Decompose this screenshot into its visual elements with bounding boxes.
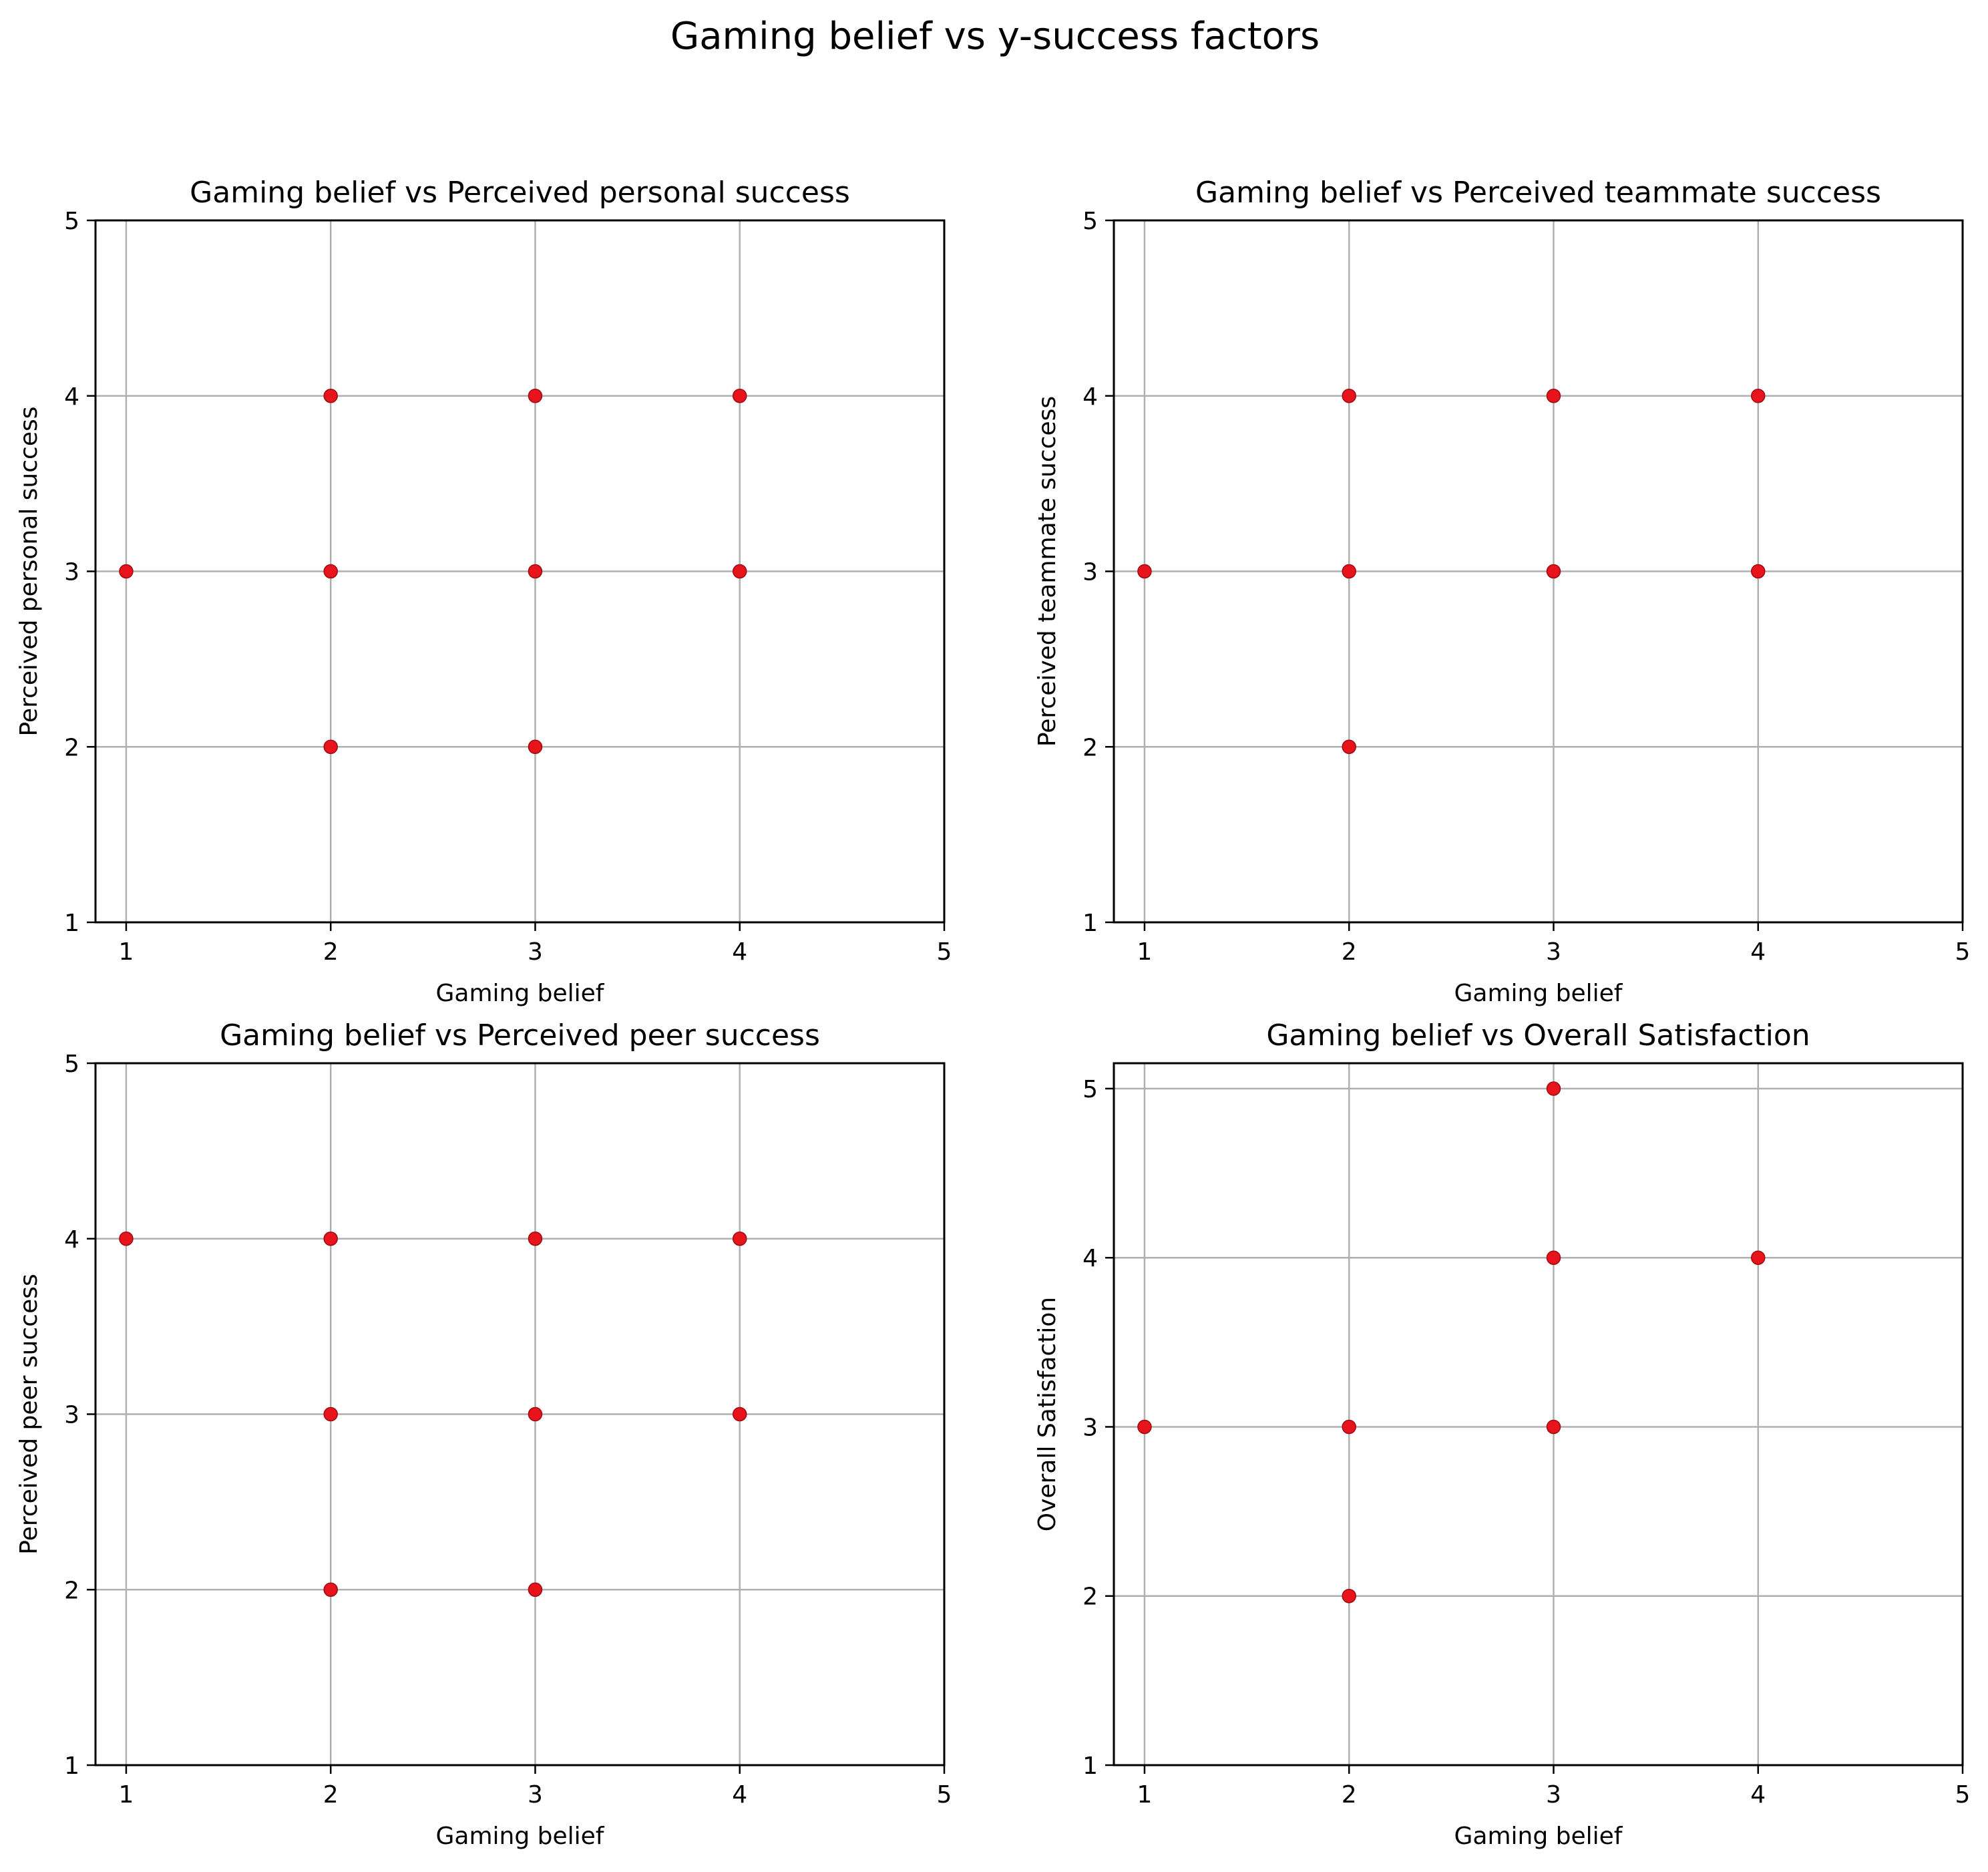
x-tick-label: 5 [1955,938,1971,966]
data-point [528,1582,543,1597]
subplot-title: Gaming belief vs Perceived teammate succ… [1195,176,1881,210]
x-tick-label: 1 [118,938,134,966]
subplot-2: 1 2 3 4 5 1 2 3 4 5 Gaming belief vs Perceived tea… [1034,176,1970,1007]
x-tick-label: 5 [937,938,952,966]
y-tick-label: 2 [1082,1583,1098,1611]
data-point [323,1232,338,1246]
y-axis-label: Perceived teammate success [1034,396,1061,747]
y-tick-label: 4 [64,1226,79,1254]
data-point [1342,389,1356,403]
y-tick-label: 2 [64,1577,79,1604]
y-tick-label: 1 [64,910,79,937]
x-tick-label: 1 [118,1781,134,1809]
subplot-title: Gaming belief vs Perceived personal succ… [190,176,850,210]
y-tick-label: 5 [1082,208,1098,235]
subplot-title: Gaming belief vs Perceived peer success [220,1018,820,1053]
y-tick-label: 5 [64,1051,79,1078]
data-point [1546,1250,1561,1265]
x-axis-label: Gaming belief [1454,980,1623,1007]
data-point [528,739,543,754]
x-tick-label: 5 [1955,1781,1971,1809]
data-point [323,564,338,579]
x-tick-label: 4 [732,938,747,966]
y-tick-label: 2 [64,734,79,761]
data-point [119,564,134,579]
data-point [1137,564,1152,579]
data-point [1342,1419,1356,1435]
x-tick-label: 1 [1137,938,1152,966]
y-tick-label: 3 [1082,1414,1098,1441]
axes-frame [1113,1062,1964,1766]
data-point [1546,1081,1561,1096]
data-point [1342,739,1356,754]
x-tick-label: 3 [528,1781,543,1809]
data-point [732,389,747,403]
x-tick-label: 4 [1750,938,1766,966]
y-axis-label: Perceived personal success [15,407,43,737]
y-tick-label: 1 [1082,910,1098,937]
data-point [1750,1250,1766,1265]
data-point [732,564,747,579]
y-axis-label: Overall Satisfaction [1034,1297,1061,1531]
y-tick-label: 5 [64,208,79,235]
figure-suptitle: Gaming belief vs y-success factors [670,15,1320,58]
data-point [1342,1588,1356,1604]
x-tick-label: 2 [323,938,339,966]
y-tick-label: 5 [1082,1076,1098,1103]
x-tick-label: 4 [732,1781,747,1809]
data-point [528,1232,543,1246]
subplot-4: 1 2 3 4 5 1 2 3 4 5 Gaming belief vs Overall Satis… [1034,1018,1970,1850]
data-point [119,1232,134,1246]
data-point [732,1232,747,1246]
data-point [528,564,543,579]
y-tick-label: 1 [64,1752,79,1780]
data-point [1546,564,1561,579]
y-axis-label: Perceived peer success [15,1274,43,1555]
data-point [323,739,338,754]
data-point [1546,389,1561,403]
y-tick-label: 4 [1082,1245,1098,1272]
x-tick-label: 3 [1546,1781,1561,1809]
y-tick-label: 3 [64,1402,79,1429]
data-point [1342,564,1356,579]
y-tick-label: 4 [1082,383,1098,411]
subplot-title: Gaming belief vs Overall Satisfaction [1266,1018,1810,1053]
x-axis-label: Gaming belief [1454,1823,1623,1850]
subplot-3: 1 2 3 4 5 1 2 3 4 5 Gaming belief vs Perceived pee… [15,1018,952,1850]
x-axis-label: Gaming belief [436,1823,605,1850]
x-tick-label: 2 [323,1781,339,1809]
data-point [732,1407,747,1422]
data-point [1546,1419,1561,1435]
data-point [528,389,543,403]
x-tick-label: 4 [1750,1781,1766,1809]
y-tick-label: 1 [1082,1752,1098,1780]
data-point [323,1407,338,1422]
x-tick-label: 3 [528,938,543,966]
data-point [528,1407,543,1422]
subplot-1: 1 2 3 4 5 1 2 3 4 5 Gaming belief vs Perceived per… [15,176,952,1007]
y-tick-label: 3 [1082,559,1098,586]
data-point [1750,389,1766,403]
x-tick-label: 2 [1342,1781,1357,1809]
y-tick-label: 4 [64,383,79,411]
x-tick-label: 3 [1546,938,1561,966]
data-point [1750,564,1766,579]
x-tick-label: 5 [937,1781,952,1809]
data-point [323,1582,338,1597]
data-point [323,389,338,403]
x-tick-label: 2 [1342,938,1357,966]
x-tick-label: 1 [1137,1781,1152,1809]
y-tick-label: 3 [64,559,79,586]
data-point [1137,1419,1152,1435]
y-tick-label: 2 [1082,734,1098,761]
x-axis-label: Gaming belief [436,980,605,1007]
